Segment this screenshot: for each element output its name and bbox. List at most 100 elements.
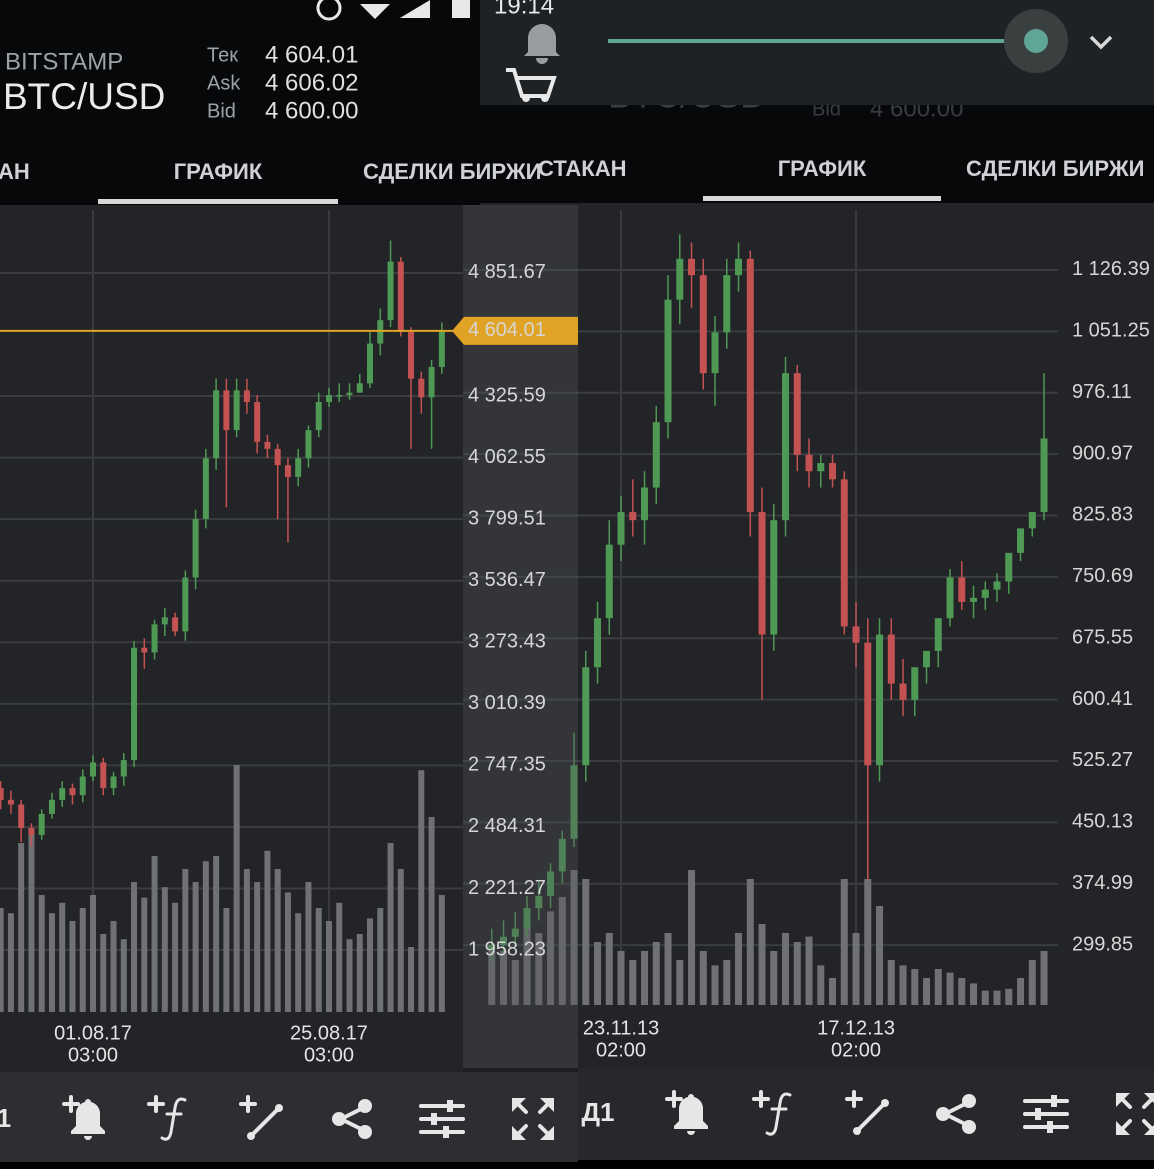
y-tick-label: 525.27: [1072, 749, 1133, 771]
volume-bar: [829, 978, 837, 1005]
volume-bar: [336, 902, 343, 1012]
candle-body: [69, 788, 76, 796]
candle-body: [558, 838, 566, 872]
candle-body: [59, 788, 66, 800]
settings-button[interactable]: [419, 1098, 465, 1140]
volume-bar: [617, 951, 625, 1005]
y-tick-label: 1 051.25: [1072, 320, 1150, 342]
candle-body: [110, 776, 117, 789]
volume-bar: [1028, 960, 1036, 1005]
slider-knob[interactable]: [1024, 29, 1048, 53]
volume-bar: [38, 895, 45, 1012]
candle-body: [161, 617, 168, 625]
candle-body: [605, 544, 613, 619]
candle-body: [488, 944, 496, 950]
candle-body: [254, 402, 261, 442]
period-button[interactable]: Д1: [582, 1097, 615, 1127]
candle-body: [315, 402, 322, 431]
candle-body: [243, 390, 250, 403]
y-tick-label: 600.41: [1072, 688, 1133, 710]
volume-bar: [981, 990, 989, 1005]
candle-body: [367, 343, 374, 384]
bell-icon[interactable]: [524, 24, 560, 64]
volume-bar: [605, 933, 613, 1005]
candle-body: [723, 275, 731, 333]
candle-body: [570, 765, 578, 839]
volume-bar: [1017, 978, 1025, 1005]
y-tick-label: 2 484.31: [468, 815, 546, 837]
candle-body: [233, 390, 240, 431]
candle-body: [641, 487, 649, 521]
volume-bar: [735, 933, 743, 1005]
candle-body: [1017, 528, 1025, 553]
x-tick-label: 02:00: [596, 1039, 646, 1061]
settings-button[interactable]: [1023, 1093, 1069, 1135]
signal-icon: [400, 0, 430, 18]
quote-value: 4 604.01: [265, 41, 358, 68]
candle-body: [182, 577, 189, 632]
candle-body: [864, 642, 872, 766]
volume-bar: [688, 870, 696, 1005]
candle-body: [18, 804, 25, 828]
volume-bar: [202, 861, 209, 1012]
candle-body: [305, 430, 312, 459]
tab[interactable]: АН: [0, 159, 30, 184]
volume-bar: [377, 908, 384, 1012]
candle-body: [192, 519, 199, 578]
candle-body: [1028, 512, 1036, 529]
candle-body: [699, 275, 707, 374]
volume-bar: [770, 951, 778, 1005]
candle-body: [782, 373, 790, 521]
volume-bar: [428, 817, 435, 1012]
candle-body: [923, 650, 931, 668]
candle-body: [770, 520, 778, 635]
volume-bar: [356, 934, 363, 1012]
candle-body: [535, 895, 543, 909]
volume-bar: [535, 933, 543, 1005]
candle-body: [418, 378, 425, 398]
cart-icon[interactable]: [506, 68, 557, 98]
period-button[interactable]: 1: [0, 1103, 11, 1133]
tab-active[interactable]: ГРАФИК: [174, 159, 263, 184]
volume-bar: [488, 951, 496, 1005]
volume-bar: [90, 895, 96, 1012]
candle-body: [981, 589, 989, 598]
volume-bar: [131, 882, 138, 1012]
volume-bar: [284, 892, 291, 1012]
volume-bar: [864, 879, 872, 1005]
candle-body: [852, 626, 860, 643]
volume-bar: [397, 869, 404, 1012]
candle-body: [387, 261, 394, 321]
volume-bar: [264, 850, 271, 1012]
candle-body: [100, 762, 107, 789]
tab[interactable]: СТАКАН: [538, 156, 626, 181]
candle-body: [151, 624, 158, 653]
tab[interactable]: СДЕЛКИ БИРЖИ: [363, 159, 541, 184]
volume-bar: [652, 942, 660, 1005]
volume-bar: [151, 856, 158, 1012]
pair: BTC/USD: [3, 76, 165, 117]
tab-active[interactable]: ГРАФИК: [778, 156, 867, 181]
volume-bar: [418, 770, 425, 1012]
volume-bar: [887, 960, 895, 1005]
wifi-icon: [360, 4, 390, 19]
y-tick-label: 4 325.59: [468, 384, 546, 406]
tab[interactable]: СДЕЛКИ БИРЖИ: [966, 156, 1144, 181]
volume-bar: [993, 990, 1001, 1005]
last-price-label: 4 604.01: [468, 319, 546, 341]
volume-bar: [79, 908, 86, 1012]
candle-body: [120, 760, 127, 777]
expand-chevron[interactable]: [1089, 35, 1113, 50]
quote-label: Ask: [207, 72, 241, 94]
volume-bar: [161, 887, 168, 1012]
volume-bar: [758, 924, 766, 1005]
candle-body: [131, 647, 138, 761]
candle-body: [0, 788, 4, 800]
y-tick-label: 1 126.39: [1072, 258, 1150, 280]
y-tick-label: 675.55: [1072, 626, 1133, 648]
y-tick-label: 4 851.67: [468, 261, 546, 283]
volume-bar: [48, 913, 55, 1012]
candle-body: [876, 634, 884, 766]
